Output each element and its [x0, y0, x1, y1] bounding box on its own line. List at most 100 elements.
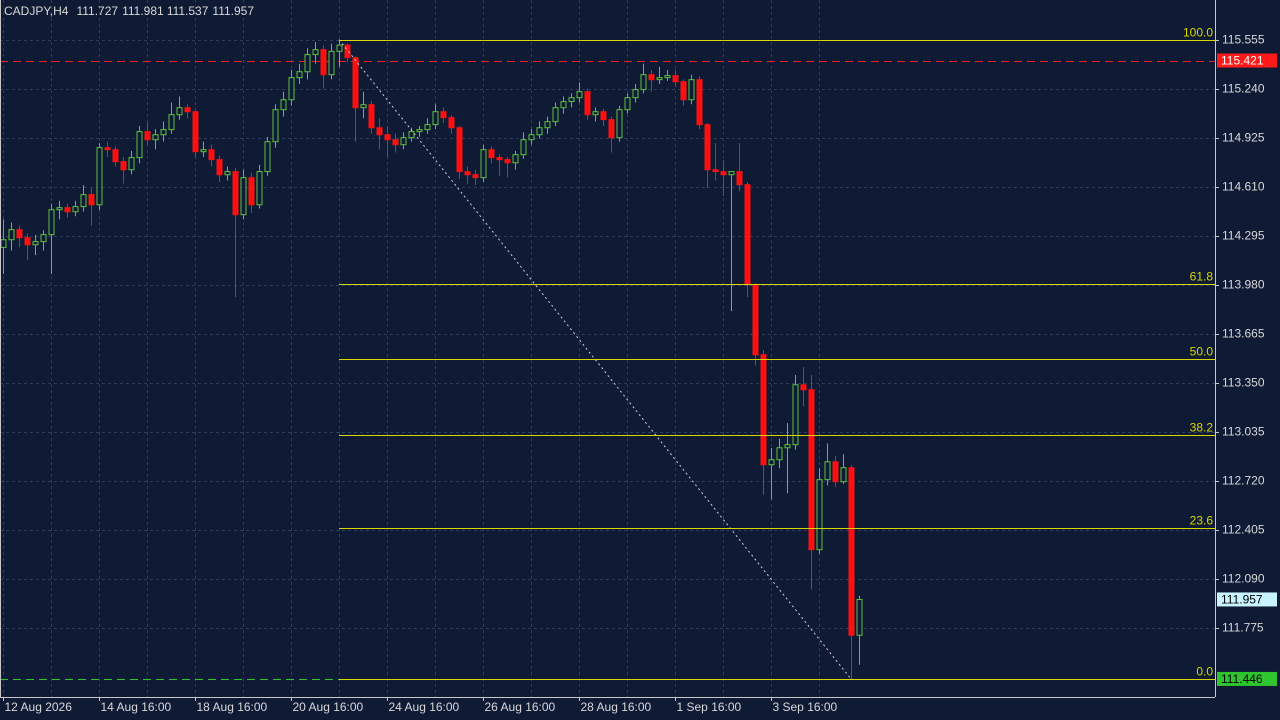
- candle-body: [360, 104, 367, 109]
- candle-body: [376, 127, 383, 136]
- candle-body: [736, 171, 743, 186]
- candle-body: [488, 149, 495, 159]
- candle-body: [520, 139, 527, 156]
- candle-body: [544, 121, 551, 129]
- candle-body: [336, 44, 343, 52]
- candle-body: [592, 111, 599, 116]
- candle-body: [40, 234, 47, 243]
- candle-body: [432, 111, 439, 126]
- candle-body: [856, 598, 863, 636]
- y-tick-label: 112.090: [1222, 572, 1265, 586]
- candle-body: [448, 117, 455, 129]
- candle-body: [528, 134, 535, 141]
- x-tick-label: 3 Sep 16:00: [773, 700, 838, 714]
- candle-body: [176, 107, 183, 116]
- x-tick-label: 12 Aug 2026: [5, 700, 73, 714]
- candle-body: [48, 209, 55, 236]
- x-tick-label: 24 Aug 16:00: [389, 700, 460, 714]
- candle-body: [392, 139, 399, 146]
- candle-body: [272, 109, 279, 143]
- candle-body: [344, 44, 351, 59]
- candle-body: [120, 161, 127, 171]
- price-tag-label: 115.421: [1221, 54, 1264, 68]
- high: 111.981: [122, 4, 164, 18]
- x-tick-label: 20 Aug 16:00: [293, 700, 364, 714]
- y-tick-label: 115.240: [1222, 82, 1265, 96]
- price-tag-label: 111.957: [1221, 593, 1263, 607]
- fib-label: 100.0: [1183, 26, 1213, 40]
- y-tick-label: 114.295: [1222, 229, 1265, 243]
- candle-body: [264, 141, 271, 173]
- fib-label: 61.8: [1190, 270, 1214, 284]
- y-tick-label: 113.665: [1222, 327, 1265, 341]
- fib-label: 50.0: [1190, 345, 1214, 359]
- candle-body: [480, 149, 487, 179]
- candle-body: [456, 127, 463, 173]
- price-tag: [1217, 671, 1277, 686]
- candle-body: [368, 104, 375, 129]
- candle-body: [816, 479, 823, 551]
- candle-body: [296, 71, 303, 79]
- fib-label: 23.6: [1190, 514, 1214, 528]
- candle-body: [408, 131, 415, 139]
- candle-body: [720, 171, 727, 176]
- candle-body: [168, 114, 175, 131]
- candle-body: [640, 74, 647, 91]
- candle-body: [72, 206, 79, 213]
- candle-body: [696, 79, 703, 126]
- candle-body: [784, 444, 791, 449]
- candle-body: [24, 237, 31, 246]
- candle-body: [656, 77, 663, 81]
- candle-body: [776, 447, 783, 461]
- fib-trendline: [338, 39, 852, 680]
- candle-body: [56, 207, 63, 211]
- candle-body: [352, 57, 359, 109]
- candle-body: [712, 169, 719, 173]
- x-tick-label: 14 Aug 16:00: [101, 700, 172, 714]
- low: 111.537: [167, 4, 209, 18]
- fib-label: 0.0: [1196, 665, 1213, 679]
- candle-body: [584, 91, 591, 116]
- candle-body: [616, 109, 623, 139]
- candle-body: [184, 107, 191, 113]
- y-tick-label: 113.035: [1222, 425, 1265, 439]
- candle-body: [768, 459, 775, 466]
- candle-body: [800, 384, 807, 391]
- candle-body: [576, 91, 583, 99]
- candle-body: [744, 184, 751, 286]
- candle-body: [328, 50, 335, 76]
- candle-body: [32, 241, 39, 246]
- x-tick-label: 26 Aug 16:00: [485, 700, 556, 714]
- x-tick-label: 28 Aug 16:00: [581, 700, 652, 714]
- candle-body: [256, 171, 263, 206]
- candle-body: [504, 159, 511, 164]
- price-tag: [1217, 53, 1277, 68]
- price-tag-label: 111.446: [1221, 672, 1263, 686]
- candle-body: [128, 157, 135, 171]
- candle-body: [248, 177, 255, 206]
- candle-body: [192, 111, 199, 153]
- candle-body: [416, 129, 423, 133]
- candle-body: [280, 99, 287, 111]
- candle-body: [752, 284, 759, 356]
- close: 111.957: [212, 4, 254, 18]
- candle-body: [512, 154, 519, 164]
- candle-body: [424, 124, 431, 131]
- candle-body: [848, 467, 855, 636]
- candle-body: [304, 54, 311, 73]
- candle-body: [200, 149, 207, 153]
- candle-body: [0, 239, 7, 248]
- candle-body: [16, 229, 23, 239]
- marks: 100.0 61.8 50.0 38.2 23.6 0.0: [0, 26, 1215, 680]
- open: 111.727: [76, 4, 118, 18]
- candle-body: [104, 147, 111, 151]
- candle-body: [832, 461, 839, 483]
- candle-body: [320, 49, 327, 76]
- candle-body: [704, 124, 711, 171]
- y-tick-label: 112.405: [1222, 523, 1265, 537]
- candle-body: [632, 89, 639, 99]
- candle-body: [728, 171, 735, 176]
- candle-body: [288, 77, 295, 101]
